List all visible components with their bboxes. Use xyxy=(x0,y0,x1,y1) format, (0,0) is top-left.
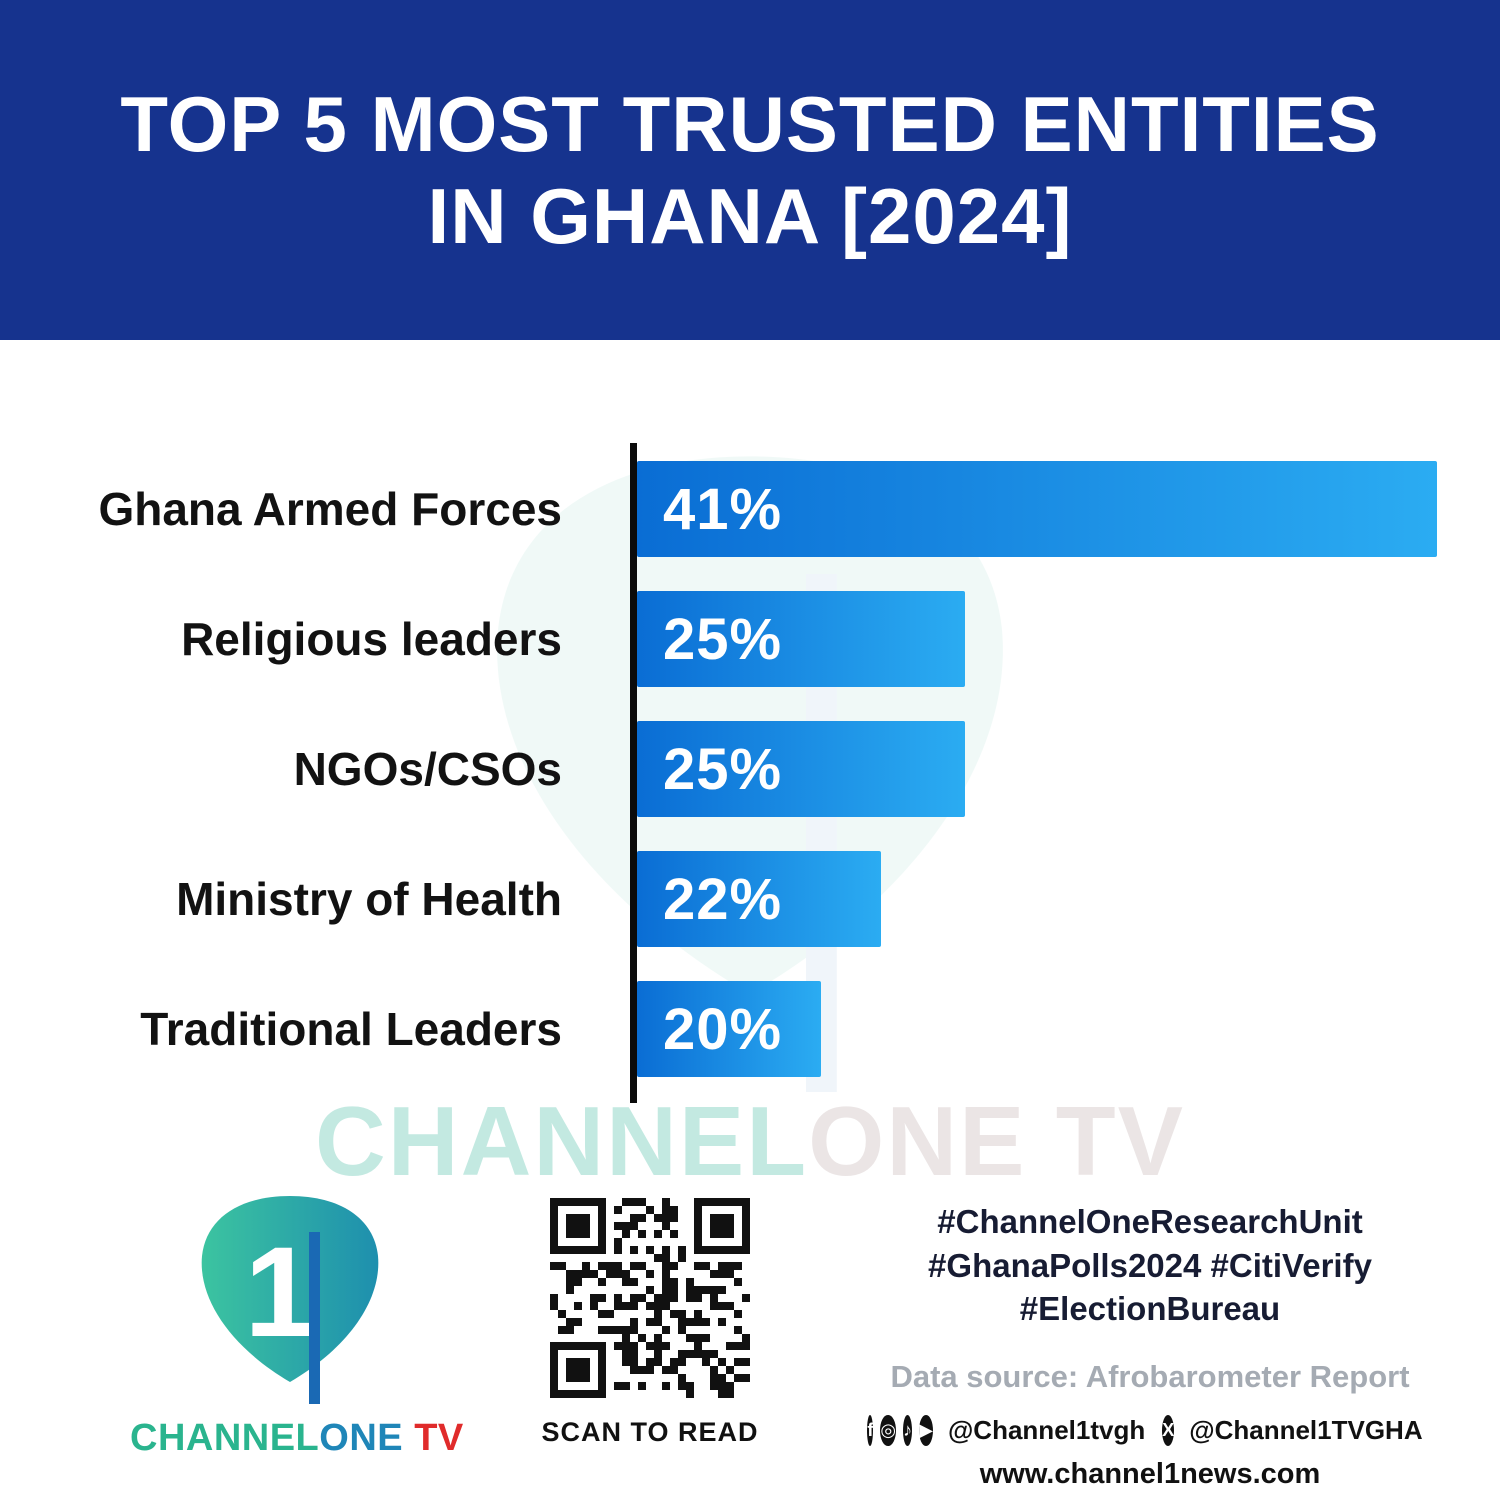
value-label: 25% xyxy=(663,606,783,672)
wordmark-tv: TV xyxy=(403,1417,464,1459)
chart-row: NGOs/CSOs 25% xyxy=(0,721,1500,817)
hashtags-line3: #ElectionBureau xyxy=(1019,1290,1281,1328)
channel-one-logo-icon: 1 xyxy=(201,1196,379,1404)
chart-rows: Ghana Armed Forces 41% Religious leaders 25… xyxy=(0,461,1500,1111)
category-label: Ghana Armed Forces xyxy=(98,483,562,535)
x-icon: X xyxy=(1162,1414,1175,1446)
header-banner: TOP 5 MOST TRUSTED ENTITIES IN GHANA [20… xyxy=(0,0,1500,340)
data-source-label: Data source: Afrobarometer Report xyxy=(890,1358,1410,1394)
bar-chart: Ghana Armed Forces 41% Religious leaders 25… xyxy=(0,443,1500,1105)
bar-0: 41% xyxy=(637,461,1437,557)
chart-row: Religious leaders 25% xyxy=(0,591,1500,687)
svg-text:1: 1 xyxy=(244,1221,315,1364)
social-handle-1: @Channel1tvgh xyxy=(947,1414,1146,1445)
chart-axis xyxy=(630,443,637,1103)
chart-row: Ghana Armed Forces 41% xyxy=(0,461,1500,557)
category-label: NGOs/CSOs xyxy=(293,743,562,795)
channel-one-logo-block: 1 CHANNELONE TV xyxy=(130,1190,463,1460)
social-handle-2: @Channel1TVGHA xyxy=(1189,1414,1423,1445)
page-title-line1: TOP 5 MOST TRUSTED ENTITIES xyxy=(120,79,1380,168)
wordmark-channel: CHANNEL xyxy=(130,1417,320,1459)
value-label: 20% xyxy=(663,996,783,1062)
channel-one-wordmark: CHANNELONE TV xyxy=(130,1417,463,1460)
hashtags-line1: #ChannelOneResearchUnit xyxy=(937,1203,1363,1240)
instagram-icon: ◎ xyxy=(880,1414,897,1446)
qr-block: SCAN TO READ xyxy=(540,1198,760,1448)
bar-4: 20% xyxy=(637,981,821,1077)
social-row: f ◎ ♪ ▶ @Channel1tvgh X @Channel1TVGHA xyxy=(867,1414,1430,1446)
category-label: Ministry of Health xyxy=(176,873,562,925)
tiktok-icon: ♪ xyxy=(903,1414,913,1446)
footer-info-block: #ChannelOneResearchUnit #GhanaPolls2024 … xyxy=(867,1200,1430,1491)
value-label: 41% xyxy=(663,476,783,542)
category-label: Traditional Leaders xyxy=(140,1003,562,1055)
category-label: Religious leaders xyxy=(181,613,562,665)
chart-row: Ministry of Health 22% xyxy=(0,851,1500,947)
value-label: 22% xyxy=(663,866,783,932)
qr-code xyxy=(550,1198,750,1398)
value-label: 25% xyxy=(663,736,783,802)
qr-caption: SCAN TO READ xyxy=(541,1417,759,1447)
hashtags-line2: #GhanaPolls2024 #CitiVerify xyxy=(928,1246,1372,1284)
page-title-line2: IN GHANA [2024] xyxy=(427,172,1073,260)
facebook-icon: f xyxy=(867,1414,874,1446)
watermark-part2: ONE TV xyxy=(808,1086,1185,1196)
website-url: www.channel1news.com xyxy=(979,1457,1321,1490)
chart-row: Traditional Leaders 20% xyxy=(0,981,1500,1077)
youtube-icon: ▶ xyxy=(919,1414,933,1446)
bar-2: 25% xyxy=(637,721,965,817)
watermark-part1: CHANNEL xyxy=(315,1086,809,1196)
bar-3: 22% xyxy=(637,851,881,947)
bar-1: 25% xyxy=(637,591,965,687)
channel-one-watermark: CHANNELONE TV xyxy=(0,1085,1500,1198)
wordmark-one: ONE xyxy=(319,1417,404,1459)
